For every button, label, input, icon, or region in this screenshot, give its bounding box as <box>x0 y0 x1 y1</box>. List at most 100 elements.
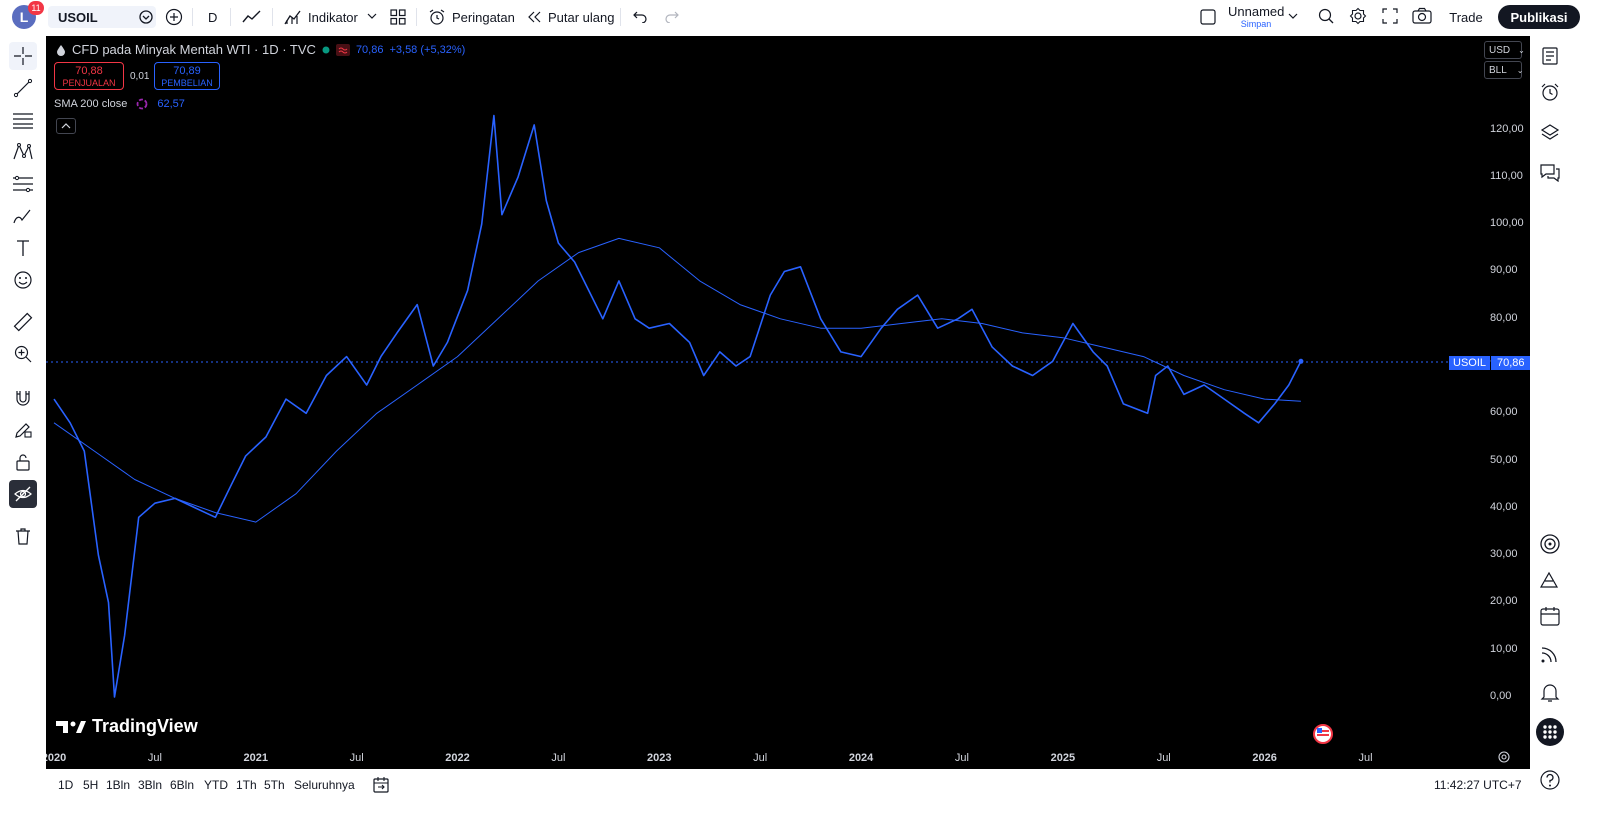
help-icon <box>1540 770 1560 790</box>
spread-value: 0,01 <box>130 71 150 82</box>
horizontal-lines-tool[interactable] <box>9 106 37 134</box>
lock-all-tool[interactable] <box>9 448 37 476</box>
calendar-button[interactable] <box>1536 602 1564 630</box>
magnet-tool[interactable] <box>9 384 37 412</box>
range-button-5h[interactable]: 5H <box>83 778 99 792</box>
hide-drawings-tool[interactable] <box>9 480 37 508</box>
trash-icon <box>16 528 30 545</box>
currency-select[interactable]: USD ⌄ <box>1484 41 1525 59</box>
fib-tool[interactable] <box>9 170 37 198</box>
buy-price: 70,89 <box>173 65 201 77</box>
legend-title: CFD pada Minyak Mentah WTI · 1D · TVC <box>72 42 316 57</box>
ideas-button[interactable] <box>1536 566 1564 594</box>
pattern-tool[interactable] <box>9 138 37 166</box>
separator <box>230 8 231 26</box>
range-button-seluruhnya[interactable]: Seluruhnya <box>294 778 355 792</box>
interval-button[interactable]: D <box>208 7 217 27</box>
range-button-5th[interactable]: 5Th <box>264 778 285 792</box>
range-button-1d[interactable]: 1D <box>58 778 74 792</box>
layout-square-icon[interactable] <box>1199 8 1217 26</box>
interval-label: D <box>208 9 218 25</box>
notifications-button[interactable] <box>1536 678 1564 706</box>
time-tick-label: 2024 <box>848 752 874 764</box>
trend-line-tool[interactable] <box>9 74 37 102</box>
publish-button[interactable]: Publikasi <box>1498 5 1580 29</box>
rss-icon <box>1541 647 1557 663</box>
watchlist-button[interactable] <box>1536 42 1564 70</box>
range-button-3bln[interactable]: 3Bln <box>138 778 163 792</box>
trade-button[interactable]: Trade <box>1449 9 1483 25</box>
sma-legend[interactable]: SMA 200 close 62,57 <box>54 98 185 110</box>
remove-drawings-tool[interactable] <box>9 522 37 550</box>
legend-collapse-button[interactable] <box>56 118 76 134</box>
last-price-symbol: USOIL <box>1449 356 1491 370</box>
gear-icon[interactable] <box>1349 7 1367 25</box>
indicators-button[interactable]: Indikator <box>284 7 358 27</box>
compare-icon[interactable] <box>138 9 154 25</box>
replay-button[interactable]: Putar ulang <box>526 7 615 27</box>
indicators-icon <box>284 10 301 25</box>
emoji-tool[interactable] <box>9 266 37 294</box>
us-flag-icon[interactable] <box>1313 724 1333 744</box>
target-icon <box>1540 534 1560 554</box>
time-tick-label: 2020 <box>46 752 67 764</box>
goto-date-icon[interactable] <box>372 776 390 794</box>
add-symbol-icon[interactable] <box>165 8 183 26</box>
buy-label: PEMBELIAN <box>161 78 213 88</box>
unit-select[interactable]: BLL ⌄ <box>1484 61 1524 79</box>
chart-pane[interactable]: CFD pada Minyak Mentah WTI · 1D · TVC 70… <box>46 36 1530 769</box>
range-button-1th[interactable]: 1Th <box>236 778 257 792</box>
chevron-down-icon[interactable] <box>1288 12 1298 20</box>
range-button-1bln[interactable]: 1Bln <box>106 778 131 792</box>
crosshair-icon <box>14 47 32 65</box>
separator <box>620 8 621 26</box>
chart-type-line-icon[interactable] <box>242 8 262 26</box>
lock-icon <box>16 454 30 471</box>
crosshair-tool[interactable] <box>9 42 37 70</box>
object-tree-button[interactable] <box>1536 118 1564 146</box>
layout-grid-icon[interactable] <box>389 8 407 26</box>
time-tick-label: 2026 <box>1252 752 1277 764</box>
zoom-tool[interactable] <box>9 340 37 368</box>
quick-search-icon[interactable] <box>1317 7 1335 25</box>
news-feed-button[interactable] <box>1536 640 1564 668</box>
sell-button[interactable]: 70,88 PENJUALAN <box>54 62 124 90</box>
undo-icon[interactable] <box>632 9 648 23</box>
chats-button[interactable] <box>1536 158 1564 186</box>
sma-200-line <box>53 237 1301 523</box>
price-chart[interactable] <box>46 36 1530 769</box>
brush-tool[interactable] <box>9 202 37 230</box>
buy-button[interactable]: 70,89 PEMBELIAN <box>154 62 220 90</box>
apps-button[interactable] <box>1536 718 1564 746</box>
screener-button[interactable] <box>1536 530 1564 558</box>
fullscreen-icon[interactable] <box>1381 7 1399 25</box>
chevron-down-icon[interactable] <box>367 12 377 20</box>
sell-label: PENJUALAN <box>62 78 116 88</box>
tradingview-logo[interactable]: TradingView <box>56 716 198 737</box>
text-tool[interactable] <box>9 234 37 262</box>
camera-icon[interactable] <box>1411 6 1433 26</box>
range-button-6bln[interactable]: 6Bln <box>170 778 195 792</box>
price-tick-label: 0,00 <box>1490 690 1512 702</box>
layout-name-button[interactable]: Unnamed Simpan <box>1228 4 1284 29</box>
time-tick-label: Jul <box>753 752 768 764</box>
zoom-in-icon <box>14 345 32 363</box>
range-button-ytd[interactable]: YTD <box>204 778 228 792</box>
ruler-tool[interactable] <box>9 308 37 336</box>
help-button[interactable] <box>1536 766 1564 794</box>
top-toolbar: L 11 USOIL D Indikator Peringatan Putar … <box>0 0 1600 34</box>
currency-label: USD <box>1489 44 1511 56</box>
alerts-button[interactable]: Peringatan <box>428 7 515 27</box>
symbol-search[interactable]: USOIL <box>48 6 156 28</box>
redo-icon[interactable] <box>664 9 680 23</box>
clock-timezone[interactable]: 11:42:27 UTC+7 <box>1434 778 1522 792</box>
separator <box>272 8 273 26</box>
lock-drawing-tool[interactable] <box>9 416 37 444</box>
delayed-data-icon <box>335 43 350 56</box>
smiley-icon <box>14 271 32 289</box>
symbol-legend[interactable]: CFD pada Minyak Mentah WTI · 1D · TVC 70… <box>56 42 465 57</box>
price-tick-label: 80,00 <box>1490 311 1518 324</box>
alerts-panel-button[interactable] <box>1536 78 1564 106</box>
axis-settings-icon[interactable] <box>1497 750 1511 764</box>
pencil-lock-icon <box>15 423 32 438</box>
